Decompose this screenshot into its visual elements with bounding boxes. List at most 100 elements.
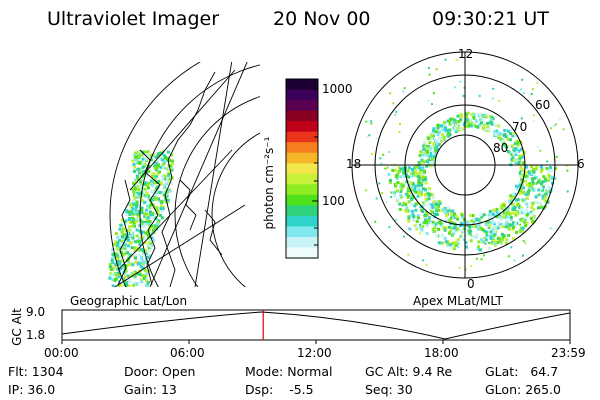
aurora-pixel (498, 213, 502, 217)
aurora-pixel (530, 165, 534, 169)
aurora-pixel (159, 157, 163, 161)
aurora-pixel (470, 219, 474, 223)
aurora-pixel (126, 274, 130, 278)
aurora-pixel (399, 193, 403, 197)
aurora-pixel (399, 182, 403, 186)
aurora-pixel (432, 127, 436, 131)
aurora-pixel (449, 216, 453, 220)
aurora-pixel (423, 141, 427, 144)
aurora-pixel (150, 183, 154, 187)
aurora-pixel (140, 258, 144, 261)
aurora-pixel (554, 167, 558, 171)
aurora-pixel (456, 114, 460, 118)
aurora-pixel (120, 230, 124, 234)
aurora-pixel (138, 253, 142, 257)
aurora-pixel (125, 209, 129, 213)
aurora-pixel (437, 143, 441, 146)
aurora-pixel (422, 160, 426, 164)
aurora-pixel (435, 209, 438, 213)
aurora-pixel (516, 186, 520, 190)
aurora-pixel (501, 225, 504, 229)
aurora-pixel (394, 168, 398, 172)
aurora-pixel (370, 122, 373, 125)
aurora-pixel (459, 229, 463, 233)
aurora-pixel (131, 263, 135, 267)
aurora-pixel (459, 113, 463, 116)
aurora-pixel (535, 165, 539, 168)
aurora-pixel (521, 190, 525, 194)
aurora-pixel (162, 193, 166, 197)
aurora-pixel (503, 144, 507, 148)
aurora-pixel (478, 94, 481, 97)
aurora-pixel (509, 128, 513, 132)
aurora-pixel (529, 216, 533, 220)
aurora-pixel (479, 213, 482, 217)
aurora-pixel (140, 211, 144, 215)
aurora-pixel (541, 194, 545, 198)
aurora-pixel (532, 173, 536, 177)
aurora-pixel (127, 238, 131, 242)
aurora-pixel (432, 155, 436, 158)
aurora-pixel (515, 230, 518, 234)
aurora-pixel (466, 220, 470, 224)
aurora-pixel (130, 246, 134, 250)
aurora-pixel (531, 202, 535, 206)
aurora-pixel (436, 141, 439, 145)
aurora-pixel (509, 194, 513, 198)
aurora-pixel (448, 231, 451, 235)
aurora-pixel (516, 141, 520, 145)
aurora-pixel (528, 183, 532, 187)
aurora-pixel (116, 244, 120, 247)
aurora-pixel (150, 231, 154, 235)
aurora-pixel (454, 241, 458, 245)
aurora-pixel (137, 203, 140, 207)
aurora-pixel (419, 224, 421, 226)
aurora-pixel (160, 182, 164, 186)
aurora-pixel (468, 123, 472, 127)
aurora-pixel (136, 168, 140, 172)
aurora-pixel (143, 215, 147, 219)
orbit-plot (61, 309, 571, 344)
aurora-pixel (487, 127, 491, 131)
aurora-pixel (108, 265, 112, 269)
aurora-pixel (430, 137, 434, 141)
aurora-pixel (543, 177, 547, 181)
aurora-pixel (544, 192, 548, 196)
aurora-pixel (437, 136, 441, 140)
aurora-pixel (133, 165, 137, 169)
aurora-pixel (156, 154, 160, 158)
aurora-pixel (512, 224, 516, 228)
aurora-pixel (485, 220, 489, 224)
aurora-pixel (508, 223, 512, 227)
aurora-pixel (432, 129, 436, 133)
aurora-pixel (507, 233, 511, 237)
aurora-pixel (141, 177, 145, 181)
aurora-pixel (457, 246, 460, 248)
aurora-pixel (447, 131, 451, 134)
aurora-pixel (144, 284, 148, 287)
colorbar-unit-label: photon cm⁻²s⁻¹ (262, 136, 276, 230)
aurora-pixel (544, 199, 548, 203)
aurora-pixel (423, 203, 427, 207)
aurora-pixel (142, 225, 146, 229)
aurora-pixel (399, 185, 403, 189)
aurora-pixel (376, 137, 379, 140)
aurora-pixel (141, 174, 145, 178)
aurora-pixel (428, 207, 432, 211)
aurora-pixel (473, 123, 476, 127)
aurora-pixel (505, 208, 509, 212)
aurora-pixel (444, 240, 448, 244)
aurora-pixel (153, 181, 157, 185)
aurora-pixel (171, 162, 175, 166)
aurora-pixel (399, 195, 403, 199)
aurora-pixel (533, 200, 537, 204)
aurora-pixel (407, 175, 411, 179)
aurora-pixel (388, 181, 392, 185)
aurora-pixel (466, 124, 470, 128)
info-dsp: Dsp: -5.5 (245, 382, 314, 397)
aurora-pixel (133, 249, 137, 253)
colorbar-cell (286, 163, 318, 175)
aurora-pixel (135, 203, 139, 207)
aurora-pixel (146, 255, 150, 259)
aurora-pixel (141, 249, 145, 253)
